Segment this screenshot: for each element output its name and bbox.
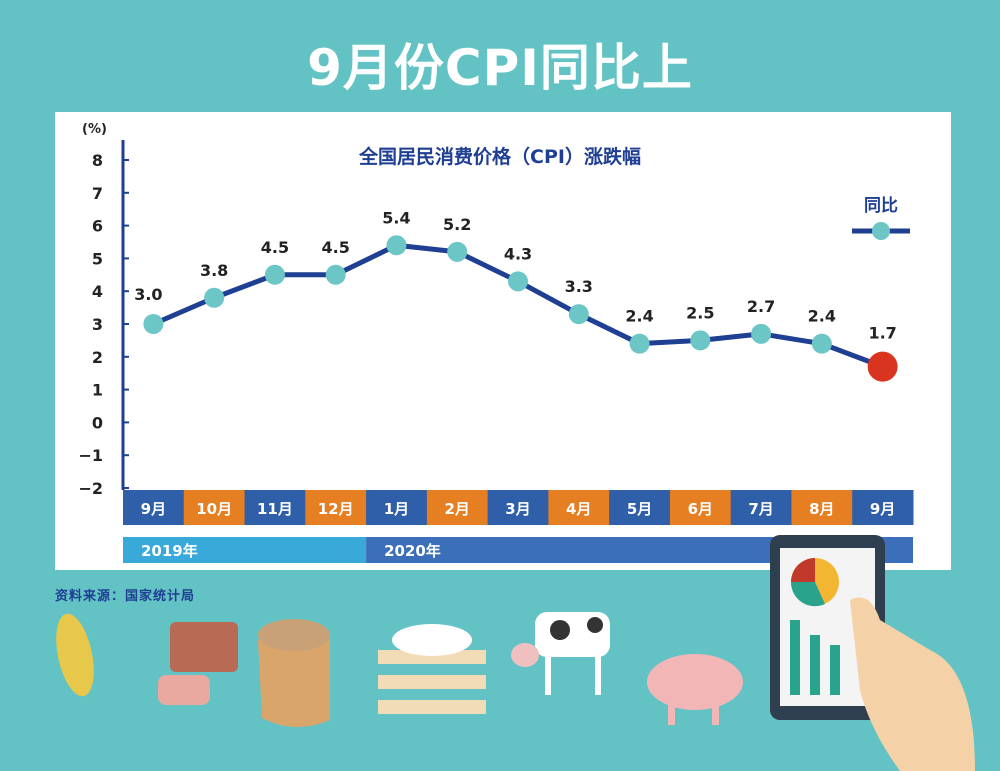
data-label: 2.7 [747,297,775,316]
y-tick-label: 8 [92,151,103,170]
month-cell [426,490,489,525]
data-label: 2.4 [625,307,653,326]
flour-sack-icon [258,619,330,728]
month-cell [669,490,732,525]
x-tick-label: 4月 [566,500,591,518]
month-cell [852,490,914,525]
data-label: 3.8 [200,261,228,280]
y-tick-label: 0 [92,413,103,432]
data-source: 资料来源：国家统计局 [55,589,196,604]
cow-icon [511,612,610,695]
x-tick-label: 6月 [688,500,713,518]
data-point [811,333,832,354]
data-label: 4.5 [261,238,289,257]
y-tick-label: 6 [92,217,103,236]
eggs-icon [378,624,486,714]
year-band [123,537,367,563]
data-label: 1.7 [868,324,896,343]
data-label: 5.2 [443,215,471,234]
month-cell [366,490,428,525]
data-point [264,264,285,285]
month-cell [791,490,853,525]
y-tick-label: 7 [92,184,103,203]
corn-icon [56,613,94,697]
month-cell [487,490,549,525]
month-cell [305,490,367,525]
y-tick-label: 1 [92,381,103,400]
data-point [867,351,898,382]
x-tick-label: 10月 [196,500,232,518]
data-point [447,241,468,262]
data-label: 2.4 [808,307,836,326]
x-tick-label: 1月 [384,500,409,518]
data-point [629,333,650,354]
y-tick-label: −1 [78,446,103,465]
month-cell [183,490,246,525]
legend-marker [872,222,890,240]
x-tick-label: 9月 [870,500,895,518]
data-point [690,330,711,351]
legend: 同比 [852,195,910,240]
month-cell [244,490,306,525]
page-title: 9月份CPI同比上 [307,39,693,97]
data-point [386,235,407,256]
data-label: 4.5 [322,238,350,257]
chart-title: 全国居民消费价格（CPI）涨跌幅 [358,145,641,168]
y-axis-unit: (%) [82,122,107,137]
month-cell [548,490,610,525]
hand-icon [850,597,975,771]
y-tick-label: 4 [92,282,103,301]
month-cell [730,490,792,525]
x-tick-label: 11月 [257,500,293,518]
x-tick-label: 7月 [748,500,773,518]
data-point [751,323,772,344]
legend-label: 同比 [864,195,898,216]
y-tick-label: 2 [92,348,103,367]
y-tick-label: −2 [78,479,103,498]
data-label: 5.4 [382,208,410,227]
month-cell [123,490,185,525]
y-tick-label: 3 [92,315,103,334]
data-point [508,271,528,292]
pig-icon [647,654,743,725]
data-point [204,287,225,308]
month-cell [609,490,671,525]
x-tick-label: 9月 [141,500,166,518]
x-tick-label: 12月 [318,500,354,518]
x-tick-label: 3月 [505,500,530,518]
data-label: 4.3 [504,244,532,263]
x-tick-label: 8月 [809,500,834,518]
y-tick-label: 5 [92,249,103,268]
year-label: 2020年 [384,542,441,560]
x-tick-label: 5月 [627,500,652,518]
data-point [143,314,164,334]
data-point [568,304,589,325]
data-point [325,264,346,285]
x-tick-label: 2月 [445,500,470,518]
bacon-icon [158,622,238,705]
data-label: 3.3 [565,277,593,296]
data-label: 3.0 [134,285,162,304]
data-label: 2.5 [686,303,714,322]
year-label: 2019年 [141,542,198,560]
